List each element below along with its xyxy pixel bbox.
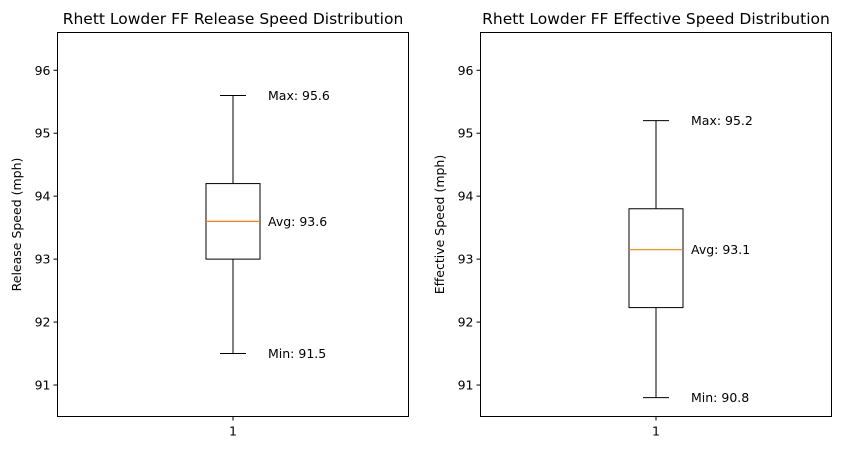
avg-annotation: Avg: 93.1 (691, 242, 750, 257)
x-axis-ticks: 1 (652, 416, 660, 439)
x-axis-ticks: 1 (229, 416, 237, 439)
y-tick-label: 95 (35, 126, 51, 141)
y-tick-label: 95 (458, 126, 474, 141)
iqr-box (628, 208, 684, 309)
effective-speed-chart: Rhett Lowder FF Effective Speed Distribu… (432, 10, 832, 439)
y-tick-label: 96 (35, 63, 51, 78)
y-tick-label: 94 (458, 189, 474, 204)
min-annotation: Min: 90.8 (691, 390, 749, 405)
y-tick-label: 94 (35, 189, 51, 204)
boxplot (205, 94, 261, 355)
avg-annotation: Avg: 93.6 (268, 214, 327, 229)
x-tick-label: 1 (652, 424, 660, 439)
y-axis-ticks: 91 92 93 94 95 96 (35, 63, 58, 393)
y-tick-label: 91 (458, 378, 474, 393)
release-speed-chart: Rhett Lowder FF Release Speed Distributi… (9, 10, 409, 439)
y-tick-label: 92 (458, 315, 474, 330)
boxplot (628, 120, 684, 399)
x-tick-label: 1 (229, 424, 237, 439)
y-axis-label: Effective Speed (mph) (432, 155, 447, 294)
y-tick-label: 93 (458, 252, 474, 267)
max-annotation: Max: 95.6 (268, 88, 330, 103)
y-tick-label: 93 (35, 252, 51, 267)
max-annotation: Max: 95.2 (691, 113, 753, 128)
y-axis-ticks: 91 92 93 94 95 96 (458, 63, 481, 393)
chart-title: Rhett Lowder FF Effective Speed Distribu… (482, 10, 830, 28)
min-annotation: Min: 91.5 (268, 346, 326, 361)
y-tick-label: 92 (35, 315, 51, 330)
chart-title: Rhett Lowder FF Release Speed Distributi… (63, 10, 404, 28)
y-tick-label: 96 (458, 63, 474, 78)
y-tick-label: 91 (35, 378, 51, 393)
y-axis-label: Release Speed (mph) (9, 158, 24, 292)
